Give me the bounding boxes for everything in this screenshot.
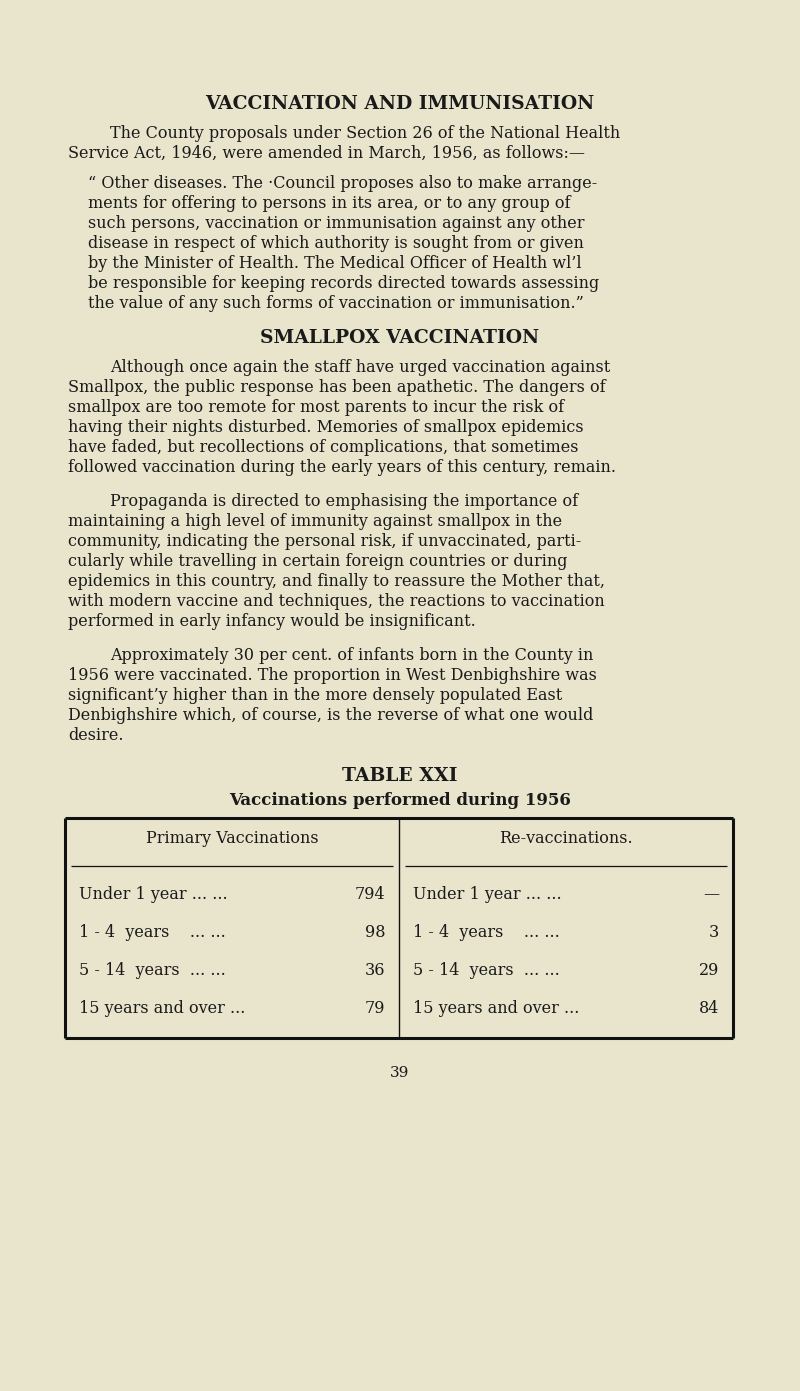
Text: cularly while travelling in certain foreign countries or during: cularly while travelling in certain fore… (68, 554, 567, 570)
Text: such persons, vaccination or immunisation against any other: such persons, vaccination or immunisatio… (88, 216, 585, 232)
Text: followed vaccination during the early years of this century, remain.: followed vaccination during the early ye… (68, 459, 616, 476)
Text: 15 years and over ...: 15 years and over ... (413, 1000, 579, 1017)
Text: The County proposals under Section 26 of the National Health: The County proposals under Section 26 of… (110, 125, 620, 142)
Text: 29: 29 (698, 963, 719, 979)
Text: 5 - 14  years  ... ...: 5 - 14 years ... ... (413, 963, 560, 979)
Text: by the Minister of Health. The Medical Officer of Health wl’l: by the Minister of Health. The Medical O… (88, 255, 582, 273)
Text: be responsible for keeping records directed towards assessing: be responsible for keeping records direc… (88, 275, 599, 292)
Text: 36: 36 (365, 963, 385, 979)
Text: disease in respect of which authority is sought from or given: disease in respect of which authority is… (88, 235, 584, 252)
Text: 794: 794 (354, 886, 385, 903)
Text: 79: 79 (365, 1000, 385, 1017)
Text: 98: 98 (365, 924, 385, 940)
Text: “ Other diseases. The ·Council proposes also to make arrange-: “ Other diseases. The ·Council proposes … (88, 175, 598, 192)
Text: 1 - 4  years    ... ...: 1 - 4 years ... ... (79, 924, 226, 940)
Text: epidemics in this country, and finally to reassure the Mother that,: epidemics in this country, and finally t… (68, 573, 605, 590)
Text: performed in early infancy would be insignificant.: performed in early infancy would be insi… (68, 613, 476, 630)
Text: maintaining a high level of immunity against smallpox in the: maintaining a high level of immunity aga… (68, 513, 562, 530)
Text: with modern vaccine and techniques, the reactions to vaccination: with modern vaccine and techniques, the … (68, 593, 605, 611)
Text: Under 1 year ... ...: Under 1 year ... ... (413, 886, 562, 903)
Text: Primary Vaccinations: Primary Vaccinations (146, 830, 318, 847)
Text: having their nights disturbed. Memories of smallpox epidemics: having their nights disturbed. Memories … (68, 419, 584, 435)
Text: significant’y higher than in the more densely populated East: significant’y higher than in the more de… (68, 687, 562, 704)
Text: ments for offering to persons in its area, or to any group of: ments for offering to persons in its are… (88, 195, 570, 211)
Text: have faded, but recollections of complications, that sometimes: have faded, but recollections of complic… (68, 440, 578, 456)
Text: Under 1 year ... ...: Under 1 year ... ... (79, 886, 228, 903)
Text: —: — (703, 886, 719, 903)
Text: Service Act, 1946, were amended in March, 1956, as follows:—: Service Act, 1946, were amended in March… (68, 145, 585, 161)
Text: 39: 39 (390, 1066, 410, 1079)
Text: Vaccinations performed during 1956: Vaccinations performed during 1956 (229, 791, 571, 810)
Text: Although once again the staff have urged vaccination against: Although once again the staff have urged… (110, 359, 610, 376)
Text: 5 - 14  years  ... ...: 5 - 14 years ... ... (79, 963, 226, 979)
Text: the value of any such forms of vaccination or immunisation.”: the value of any such forms of vaccinati… (88, 295, 584, 312)
Text: VACCINATION AND IMMUNISATION: VACCINATION AND IMMUNISATION (206, 95, 594, 113)
Text: Propaganda is directed to emphasising the importance of: Propaganda is directed to emphasising th… (110, 492, 578, 510)
Text: community, indicating the personal risk, if unvaccinated, parti-: community, indicating the personal risk,… (68, 533, 582, 549)
Text: 3: 3 (709, 924, 719, 940)
Text: 1 - 4  years    ... ...: 1 - 4 years ... ... (413, 924, 560, 940)
Text: 15 years and over ...: 15 years and over ... (79, 1000, 246, 1017)
Text: desire.: desire. (68, 727, 123, 744)
Text: Approximately 30 per cent. of infants born in the County in: Approximately 30 per cent. of infants bo… (110, 647, 594, 664)
Text: 84: 84 (698, 1000, 719, 1017)
Text: Re-vaccinations.: Re-vaccinations. (499, 830, 633, 847)
Text: smallpox are too remote for most parents to incur the risk of: smallpox are too remote for most parents… (68, 399, 564, 416)
Text: SMALLPOX VACCINATION: SMALLPOX VACCINATION (261, 330, 539, 346)
Text: Smallpox, the public response has been apathetic. The dangers of: Smallpox, the public response has been a… (68, 378, 606, 396)
Text: Denbighshire which, of course, is the reverse of what one would: Denbighshire which, of course, is the re… (68, 707, 594, 723)
Text: 1956 were vaccinated. The proportion in West Denbighshire was: 1956 were vaccinated. The proportion in … (68, 668, 597, 684)
Text: TABLE XXI: TABLE XXI (342, 766, 458, 785)
